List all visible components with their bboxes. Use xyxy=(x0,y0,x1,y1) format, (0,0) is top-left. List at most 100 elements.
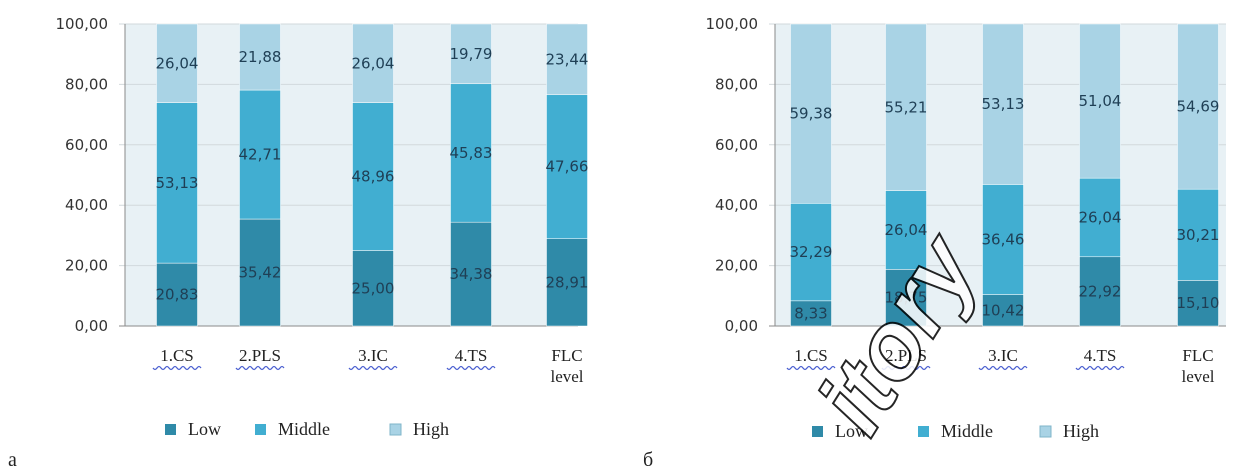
bar-high-3 xyxy=(982,23,1024,185)
y-tick-label: 20,00 xyxy=(65,257,108,275)
bar-high-1 xyxy=(790,23,832,204)
y-tick-label: 100,00 xyxy=(56,15,109,33)
y-tick-label: 20,00 xyxy=(715,257,758,275)
data-label-middle-5: 30,21 xyxy=(1177,226,1220,244)
data-label-low-4: 34,38 xyxy=(450,265,493,283)
panel-label: б xyxy=(643,449,653,471)
spellcheck-underline xyxy=(446,365,496,371)
bar-middle-1 xyxy=(790,203,832,302)
data-label-middle-5: 47,66 xyxy=(546,158,589,176)
bar-middle-3 xyxy=(352,102,394,251)
legend-swatch-middle xyxy=(255,424,266,435)
data-label-high-1: 26,04 xyxy=(156,54,199,72)
data-label-middle-1: 32,29 xyxy=(790,243,833,261)
data-label-high-4: 19,79 xyxy=(450,45,493,63)
bar-middle-5 xyxy=(1177,188,1219,281)
bar-middle-4 xyxy=(1079,177,1121,258)
legend-swatch-high xyxy=(1039,425,1052,438)
data-label-high-5: 23,44 xyxy=(546,50,589,68)
y-tick-label: 80,00 xyxy=(65,75,108,93)
bar-middle-2 xyxy=(885,190,927,270)
category-label: 2.PLS xyxy=(885,346,927,365)
spellcheck-underline xyxy=(1075,365,1125,371)
data-label-low-2: 18,75 xyxy=(885,289,928,307)
bar-low-1 xyxy=(790,300,832,327)
bar-low-4 xyxy=(1079,256,1121,327)
y-tick-label: 80,00 xyxy=(715,75,758,93)
legend-swatch-low xyxy=(812,426,823,437)
data-label-high-5: 54,69 xyxy=(1177,98,1220,116)
legend-label-low: Low xyxy=(188,419,221,439)
data-label-middle-2: 42,71 xyxy=(239,146,282,164)
y-tick-label: 0,00 xyxy=(725,317,758,335)
y-tick-label: 60,00 xyxy=(65,136,108,154)
legend-label-low: Low xyxy=(835,421,868,441)
category-label: 4.TS xyxy=(455,346,488,365)
bar-high-4 xyxy=(1079,23,1121,179)
bar-high-2 xyxy=(239,23,281,91)
plot-area xyxy=(125,24,578,326)
category-label: 3.IC xyxy=(988,346,1018,365)
data-label-low-1: 20,83 xyxy=(156,286,199,304)
data-label-low-3: 25,00 xyxy=(352,279,395,297)
data-label-middle-4: 45,83 xyxy=(450,144,493,162)
y-tick-label: 100,00 xyxy=(706,15,759,33)
data-label-low-5: 28,91 xyxy=(546,273,589,291)
spellcheck-underline xyxy=(235,365,285,371)
y-tick-label: 0,00 xyxy=(75,317,108,335)
legend-label-middle: Middle xyxy=(278,419,330,439)
bar-middle-2 xyxy=(239,89,281,220)
bar-high-5 xyxy=(1177,23,1219,190)
chart-panel-a: 0,00 20,00 40,00 60,00 80,00 100,00 20,83 53,13… xyxy=(8,15,588,471)
data-label-low-4: 22,92 xyxy=(1079,282,1122,300)
legend-label-middle: Middle xyxy=(941,421,993,441)
legend-label-high: High xyxy=(1063,421,1099,441)
bar-low-5 xyxy=(1177,280,1219,327)
bar-low-4 xyxy=(450,221,492,327)
chart-panel-b: 0,00 20,00 40,00 60,00 80,00 100,00 8,33 32,29 5… xyxy=(643,15,1226,471)
bar-low-5 xyxy=(546,238,588,327)
data-label-high-2: 21,88 xyxy=(239,48,282,66)
bar-high-3 xyxy=(352,23,394,103)
legend-swatch-high xyxy=(389,423,402,436)
bar-low-1 xyxy=(156,262,198,327)
category-label: FLC level xyxy=(550,346,583,386)
bar-middle-5 xyxy=(546,94,588,239)
bar-low-3 xyxy=(352,250,394,327)
data-label-high-3: 26,04 xyxy=(352,54,395,72)
bar-middle-1 xyxy=(156,102,198,264)
data-label-middle-2: 26,04 xyxy=(885,221,928,239)
data-label-middle-1: 53,13 xyxy=(156,174,199,192)
y-tick-label: 60,00 xyxy=(715,136,758,154)
data-label-middle-4: 26,04 xyxy=(1079,208,1122,226)
bar-low-2 xyxy=(239,218,281,327)
bar-high-2 xyxy=(885,23,927,191)
category-label: 4.TS xyxy=(1084,346,1117,365)
data-label-high-3: 53,13 xyxy=(982,95,1025,113)
bar-high-1 xyxy=(156,23,198,103)
category-label: FLC level xyxy=(1181,346,1214,386)
data-label-high-4: 51,04 xyxy=(1079,92,1122,110)
panel-label: a xyxy=(8,449,17,471)
category-label: 1.CS xyxy=(160,346,194,365)
data-label-high-1: 59,38 xyxy=(790,105,833,123)
bar-middle-4 xyxy=(450,83,492,223)
data-label-middle-3: 36,46 xyxy=(982,230,1025,248)
category-label: 1.CS xyxy=(794,346,828,365)
bar-high-4 xyxy=(450,23,492,85)
spellcheck-underline xyxy=(786,365,836,371)
spellcheck-underline xyxy=(152,365,202,371)
data-label-low-2: 35,42 xyxy=(239,264,282,282)
data-label-low-1: 8,33 xyxy=(794,304,827,322)
legend-label-high: High xyxy=(413,419,449,439)
y-tick-label: 40,00 xyxy=(65,196,108,214)
spellcheck-underline xyxy=(348,365,398,371)
data-label-middle-3: 48,96 xyxy=(352,168,395,186)
data-label-high-2: 55,21 xyxy=(885,98,928,116)
bar-middle-3 xyxy=(982,184,1024,295)
category-label: 3.IC xyxy=(358,346,388,365)
category-label: 2.PLS xyxy=(239,346,281,365)
data-label-low-5: 15,10 xyxy=(1177,294,1220,312)
spellcheck-underline xyxy=(978,365,1028,371)
